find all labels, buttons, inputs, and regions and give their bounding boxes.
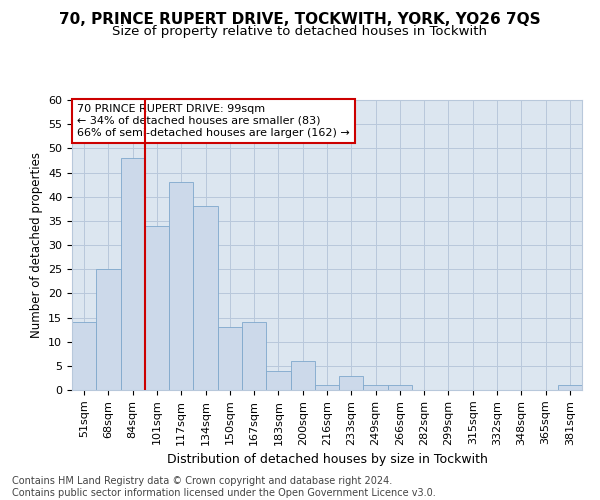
Bar	[218, 327, 242, 390]
Bar	[290, 361, 315, 390]
Bar	[339, 376, 364, 390]
Bar	[121, 158, 145, 390]
Text: Contains HM Land Registry data © Crown copyright and database right 2024.
Contai: Contains HM Land Registry data © Crown c…	[12, 476, 436, 498]
Bar	[169, 182, 193, 390]
Text: Size of property relative to detached houses in Tockwith: Size of property relative to detached ho…	[113, 25, 487, 38]
Bar	[558, 385, 582, 390]
Bar	[315, 385, 339, 390]
Bar	[242, 322, 266, 390]
Bar	[364, 385, 388, 390]
Bar	[72, 322, 96, 390]
Bar	[388, 385, 412, 390]
Text: 70 PRINCE RUPERT DRIVE: 99sqm
← 34% of detached houses are smaller (83)
66% of s: 70 PRINCE RUPERT DRIVE: 99sqm ← 34% of d…	[77, 104, 350, 138]
Bar	[266, 370, 290, 390]
Y-axis label: Number of detached properties: Number of detached properties	[29, 152, 43, 338]
Bar	[96, 269, 121, 390]
Bar	[145, 226, 169, 390]
Bar	[193, 206, 218, 390]
Text: 70, PRINCE RUPERT DRIVE, TOCKWITH, YORK, YO26 7QS: 70, PRINCE RUPERT DRIVE, TOCKWITH, YORK,…	[59, 12, 541, 28]
X-axis label: Distribution of detached houses by size in Tockwith: Distribution of detached houses by size …	[167, 453, 487, 466]
